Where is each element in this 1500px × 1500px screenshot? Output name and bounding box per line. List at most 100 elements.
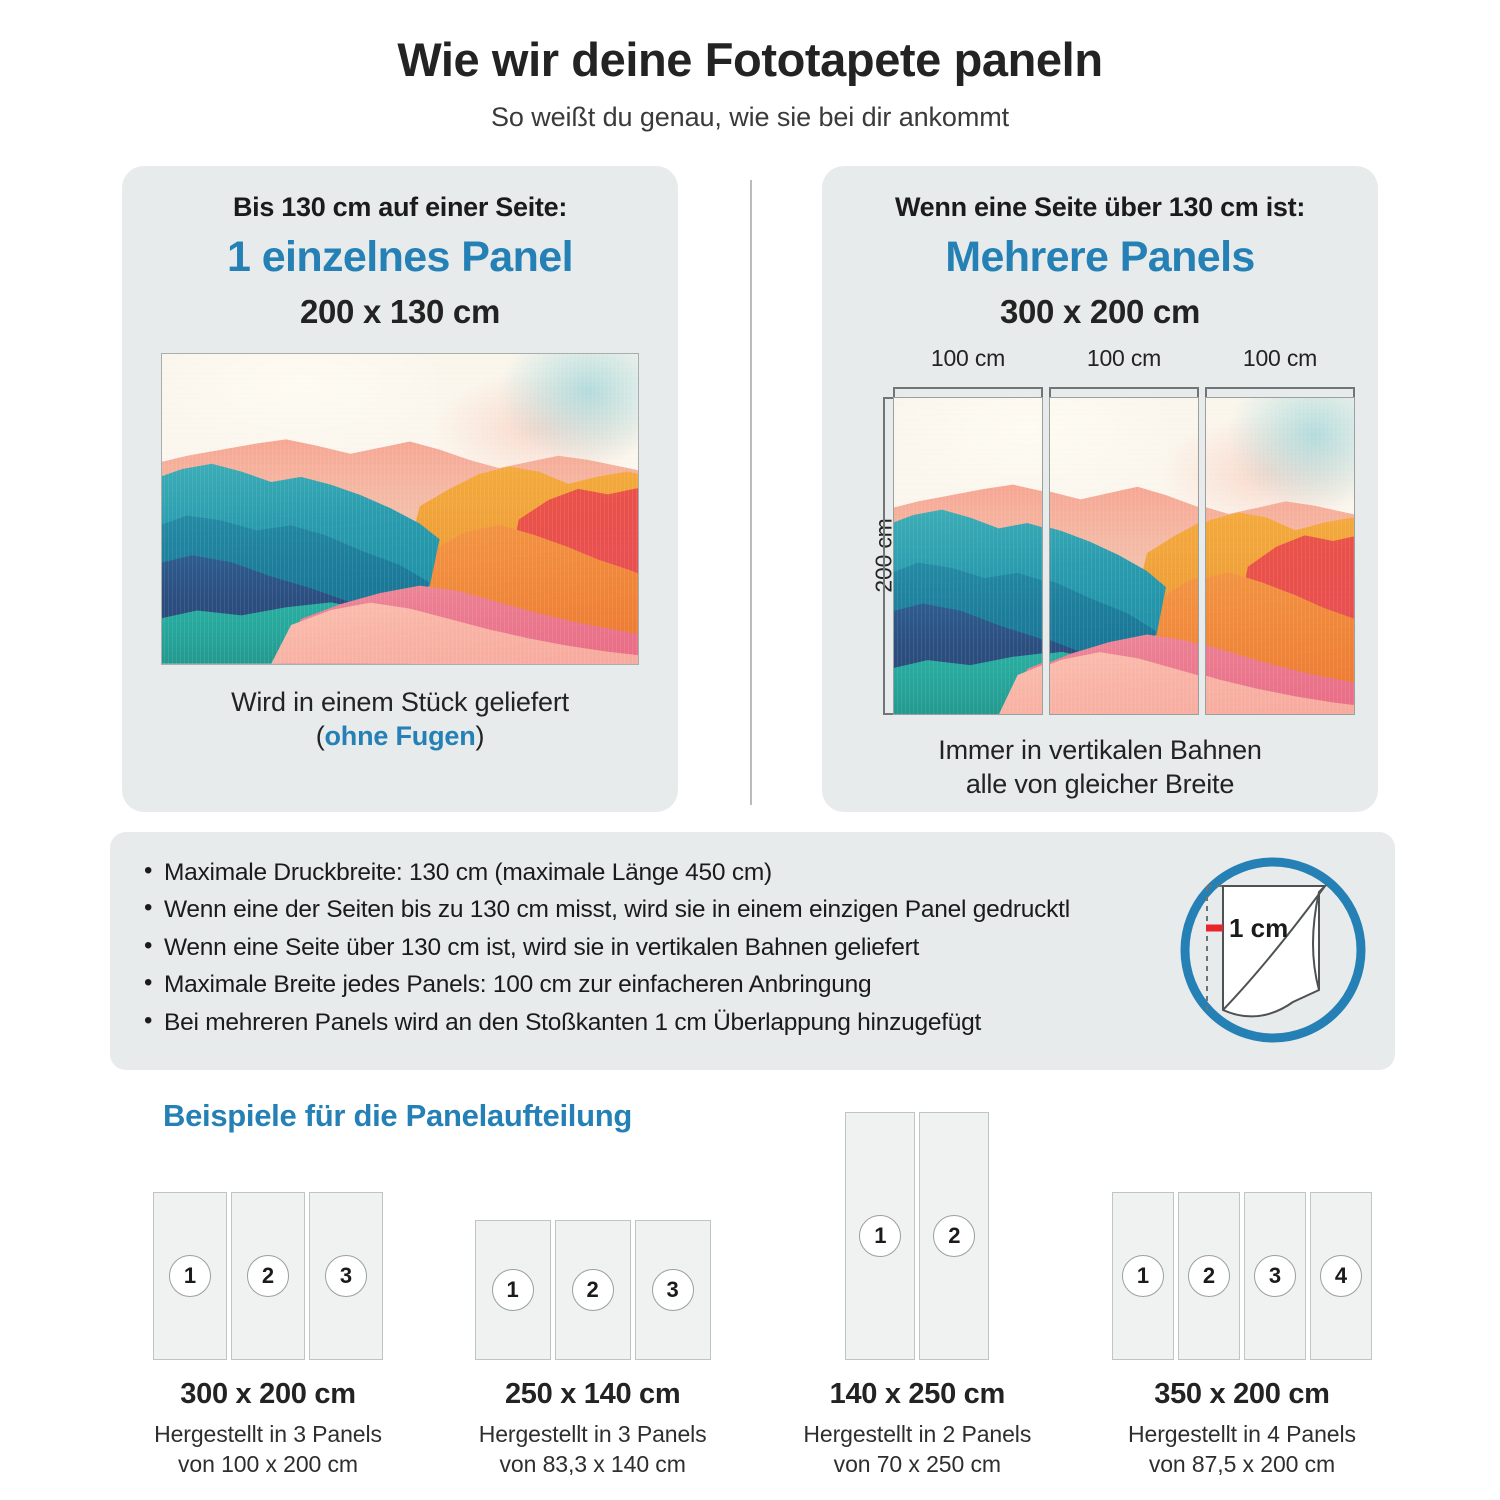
- example-4-sub-line2: von 87,5 x 200 cm: [1148, 1451, 1336, 1478]
- panel-slice-1: [893, 396, 1043, 715]
- example-4-panel-4: 4: [1309, 1191, 1372, 1360]
- example-4-panel-2: 2: [1177, 1191, 1240, 1360]
- example-3: 1 2 140 x 250 cm Hergestellt in 2 Panels…: [769, 1090, 1065, 1480]
- panel-number-badge: 2: [247, 1254, 289, 1297]
- page-subtitle: So weißt du genau, wie sie bei dir ankom…: [490, 101, 1010, 132]
- info-bullet-5: Bei mehreren Panels wird an den Stoßkant…: [140, 1003, 1170, 1041]
- card-multi-panel: Wenn eine Seite über 130 cm ist: Mehrere…: [822, 165, 1378, 812]
- multi-size: 300 x 200 cm: [999, 292, 1201, 330]
- panel-number-badge: 2: [571, 1268, 614, 1311]
- single-headline: 1 einzelnes Panel: [227, 232, 574, 281]
- example-2-panel-3: 3: [634, 1219, 711, 1360]
- example-2-size: 250 x 140 cm: [504, 1377, 681, 1410]
- artwork-preview-slice-1: [894, 397, 1042, 714]
- example-1: 1 2 3 300 x 200 cm Hergestellt in 3 Pane…: [120, 1090, 416, 1480]
- badge-curl-edge: [1312, 891, 1320, 991]
- examples-row: 1 2 3 300 x 200 cm Hergestellt in 3 Pane…: [120, 1111, 1390, 1480]
- panel-number-badge: 3: [651, 1268, 694, 1311]
- multi-kicker: Wenn eine Seite über 130 cm ist:: [894, 191, 1306, 222]
- panel-number-badge: 3: [1253, 1254, 1296, 1297]
- info-bullet-2: Wenn eine der Seiten bis zu 130 cm misst…: [140, 890, 1170, 928]
- example-2-diagram: 1 2 3: [474, 1090, 711, 1360]
- panel-strip-row: [893, 396, 1355, 715]
- panel-number-badge: 1: [169, 1254, 211, 1297]
- panel-number-badge: 4: [1319, 1254, 1362, 1297]
- top-dimension-row: 100 cm 100 cm 100 cm: [893, 345, 1355, 399]
- top-dimension-1: 100 cm: [893, 345, 1043, 399]
- example-3-diagram: 1 2: [845, 1090, 990, 1360]
- example-1-sub-line2: von 100 x 200 cm: [178, 1451, 358, 1478]
- example-2-sub-line1: Hergestellt in 3 Panels: [478, 1420, 707, 1447]
- badge-ring: [1180, 857, 1366, 1043]
- example-4-panel-3: 3: [1243, 1191, 1306, 1360]
- example-3-panel-2: 2: [919, 1111, 990, 1360]
- dimension-bracket-icon: [893, 386, 1043, 397]
- single-caption-highlight: ohne Fugen: [324, 721, 476, 752]
- page-title: Wie wir deine Fototapete paneln: [397, 33, 1103, 86]
- single-caption-line1: Wird in einem Stück geliefert: [231, 686, 569, 717]
- example-1-size: 300 x 200 cm: [180, 1377, 356, 1410]
- example-1-panel-3: 3: [309, 1191, 383, 1360]
- example-3-panel-1: 1: [845, 1111, 916, 1360]
- dimension-bracket-vertical-icon: [883, 396, 893, 715]
- example-2-panel-2: 2: [554, 1219, 631, 1360]
- dimension-bracket-icon: [1205, 386, 1355, 397]
- single-caption: Wird in einem Stück geliefert (ohne Fuge…: [231, 685, 569, 754]
- example-2-sub: Hergestellt in 3 Panels von 83,3 x 140 c…: [479, 1419, 707, 1480]
- badge-fold-line: [1222, 885, 1326, 1011]
- top-dimension-label-2: 100 cm: [1086, 344, 1162, 371]
- example-1-sub-line1: Hergestellt in 3 Panels: [154, 1420, 382, 1447]
- comparison-section: Bis 130 cm auf einer Seite: 1 einzelnes …: [0, 165, 1500, 812]
- examples-title: Beispiele für die Panelaufteilung: [163, 1098, 632, 1133]
- example-4-sub: Hergestellt in 4 Panels von 87,5 x 200 c…: [1128, 1419, 1356, 1480]
- example-3-sub-line1: Hergestellt in 2 Panels: [803, 1420, 1032, 1447]
- side-dimension: 200 cm: [845, 396, 897, 715]
- artwork-paper-texture: [1050, 397, 1198, 714]
- top-dimension-label-1: 100 cm: [930, 344, 1006, 371]
- info-bullet-4: Maximale Breite jedes Panels: 100 cm zur…: [140, 965, 1170, 1003]
- single-kicker: Bis 130 cm auf einer Seite:: [232, 191, 568, 222]
- example-2: 1 2 3 250 x 140 cm Hergestellt in 3 Pane…: [445, 1090, 741, 1480]
- info-bullet-3: Wenn eine Seite über 130 cm ist, wird si…: [140, 928, 1170, 966]
- info-bullet-list: Maximale Druckbreite: 130 cm (maximale L…: [140, 853, 1365, 1041]
- example-4: 1 2 3 4 350 x 200 cm Hergestellt in 4 Pa…: [1094, 1090, 1390, 1480]
- card-single-panel: Bis 130 cm auf einer Seite: 1 einzelnes …: [122, 165, 678, 812]
- artwork-preview-single: [161, 352, 639, 665]
- example-3-sub: Hergestellt in 2 Panels von 70 x 250 cm: [803, 1419, 1031, 1480]
- info-bullet-1: Maximale Druckbreite: 130 cm (maximale L…: [140, 853, 1170, 891]
- top-dimension-2: 100 cm: [1049, 345, 1199, 399]
- example-3-size: 140 x 250 cm: [829, 1377, 1006, 1410]
- multi-caption: Immer in vertikalen Bahnen alle von glei…: [938, 733, 1262, 802]
- artwork-preview-slice-3: [1206, 397, 1354, 714]
- artwork-paper-texture: [1206, 397, 1354, 714]
- example-1-panel-2: 2: [231, 1191, 305, 1360]
- multi-caption-line2: alle von gleicher Breite: [965, 769, 1235, 800]
- example-4-sub-line1: Hergestellt in 4 Panels: [1128, 1420, 1356, 1447]
- artwork-paper-texture: [894, 397, 1042, 714]
- example-2-panel-1: 1: [474, 1219, 551, 1360]
- panel-number-badge: 2: [1187, 1254, 1230, 1297]
- panel-number-badge: 1: [491, 1268, 534, 1311]
- panel-number-badge: 1: [859, 1214, 902, 1257]
- example-4-size: 350 x 200 cm: [1154, 1377, 1330, 1410]
- panel-slice-2: [1049, 396, 1199, 715]
- single-caption-line2: (ohne Fugen): [231, 719, 569, 754]
- example-3-sub-line2: von 70 x 250 cm: [833, 1451, 1001, 1478]
- page-header: Wie wir deine Fototapete paneln So weißt…: [0, 0, 1500, 133]
- top-dimension-3: 100 cm: [1205, 345, 1355, 399]
- artwork-preview-slice-2: [1050, 397, 1198, 714]
- multi-headline: Mehrere Panels: [945, 232, 1255, 281]
- top-dimension-label-3: 100 cm: [1242, 344, 1318, 371]
- example-1-diagram: 1 2 3: [153, 1090, 383, 1360]
- example-1-panel-1: 1: [153, 1191, 227, 1360]
- panel-number-badge: 3: [325, 1254, 367, 1297]
- multi-panel-diagram: 100 cm 100 cm 100 cm 200 cm: [845, 345, 1355, 717]
- paren-close: ): [475, 721, 485, 752]
- dimension-bracket-icon: [1049, 386, 1199, 397]
- section-divider: [750, 179, 752, 805]
- info-panel: Maximale Druckbreite: 130 cm (maximale L…: [110, 832, 1395, 1070]
- panel-slice-3: [1205, 396, 1355, 715]
- artwork-paper-texture: [162, 353, 638, 664]
- example-2-sub-line2: von 83,3 x 140 cm: [499, 1451, 686, 1478]
